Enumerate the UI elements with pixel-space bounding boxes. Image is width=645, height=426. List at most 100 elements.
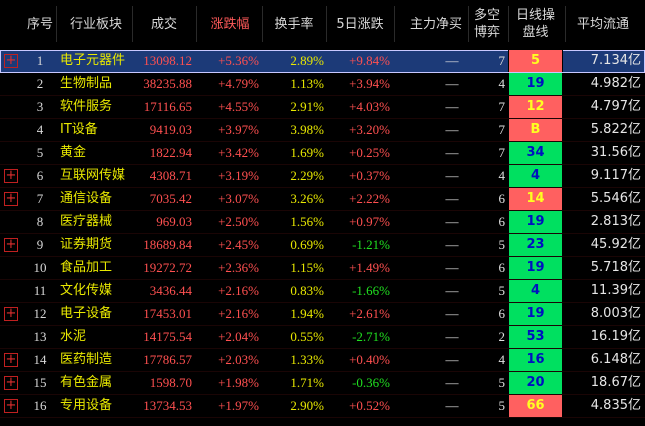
table-cell: — bbox=[445, 283, 459, 298]
header-separator bbox=[132, 6, 133, 42]
table-row: 13 水泥 14175.54 +2.04% 0.55% -2.71% — 2 53 16.19亿 bbox=[0, 326, 645, 349]
table-cell: 软件服务 bbox=[60, 99, 113, 114]
column-header: 成交 bbox=[150, 16, 177, 32]
table-cell: -1.66% bbox=[352, 283, 390, 298]
table-row: +9 证券期货 18689.84 +2.45% 0.69% -1.21% — 5 23 45.92… bbox=[0, 234, 645, 257]
signal-box: 19 bbox=[508, 211, 563, 233]
table-cell: 7 bbox=[36, 191, 44, 206]
column-header: 涨跌幅 bbox=[210, 16, 250, 32]
expand-icon[interactable]: + bbox=[4, 375, 18, 390]
table-cell: 14175.54 bbox=[143, 329, 192, 344]
table-cell: 4 bbox=[498, 352, 506, 367]
table-cell: 18.67亿 bbox=[590, 375, 641, 390]
table-cell: 4.982亿 bbox=[590, 76, 641, 91]
table-cell: 12 bbox=[33, 306, 47, 321]
table-cell: 17453.01 bbox=[143, 306, 192, 321]
table-cell: +3.19% bbox=[218, 168, 259, 183]
signal-box: 66 bbox=[508, 395, 563, 417]
table-cell: 0.55% bbox=[290, 329, 324, 344]
signal-box: 4 bbox=[508, 165, 563, 187]
column-header: 多空 博弈 bbox=[473, 8, 500, 40]
table-cell: 互联网传媒 bbox=[60, 168, 126, 183]
table-cell: +2.61% bbox=[349, 306, 390, 321]
table-cell: 6 bbox=[498, 191, 506, 206]
table-cell: IT设备 bbox=[60, 122, 98, 137]
header-separator bbox=[508, 6, 509, 42]
table-cell: +2.16% bbox=[218, 283, 259, 298]
signal-box: 23 bbox=[508, 234, 563, 256]
expand-icon[interactable]: + bbox=[4, 191, 18, 206]
table-cell: — bbox=[445, 398, 459, 413]
table-cell: 1.71% bbox=[290, 375, 324, 390]
table-cell: 11.39亿 bbox=[590, 283, 641, 298]
table-cell: 31.56亿 bbox=[590, 145, 641, 160]
table-cell: 1.33% bbox=[290, 352, 324, 367]
table-cell: 2.91% bbox=[290, 99, 324, 114]
table-row: 11 文化传媒 3436.44 +2.16% 0.83% -1.66% — 5 4 11.39亿 bbox=[0, 280, 645, 303]
table-cell: +3.42% bbox=[218, 145, 259, 160]
table-cell: +3.07% bbox=[218, 191, 259, 206]
table-cell: 9 bbox=[36, 237, 44, 252]
table-cell: 4 bbox=[36, 122, 44, 137]
table-row: +14 医药制造 17786.57 +2.03% 1.33% +0.40% — 4 16 6.14… bbox=[0, 349, 645, 372]
signal-box: 12 bbox=[508, 96, 563, 118]
expand-icon[interactable]: + bbox=[4, 398, 18, 413]
table-cell: 7.134亿 bbox=[590, 53, 641, 68]
table-cell: +2.36% bbox=[218, 260, 259, 275]
table-cell: 10 bbox=[33, 260, 47, 275]
header-separator bbox=[56, 6, 57, 42]
table-cell: 通信设备 bbox=[60, 191, 113, 206]
table-cell: 2.813亿 bbox=[590, 214, 641, 229]
table-cell: +2.50% bbox=[218, 214, 259, 229]
table-cell: +3.97% bbox=[218, 122, 259, 137]
signal-box: 53 bbox=[508, 326, 563, 348]
header-separator bbox=[196, 6, 197, 42]
expand-icon[interactable]: + bbox=[4, 306, 18, 321]
table-cell: +0.37% bbox=[349, 168, 390, 183]
signal-box: 5 bbox=[508, 50, 563, 72]
table-cell: 7 bbox=[498, 53, 506, 68]
expand-icon[interactable]: + bbox=[4, 168, 18, 183]
table-cell: 5 bbox=[498, 237, 506, 252]
table-cell: 2 bbox=[36, 76, 44, 91]
table-cell: +3.94% bbox=[349, 76, 390, 91]
table-cell: 证券期货 bbox=[60, 237, 113, 252]
table-cell: 1 bbox=[36, 53, 44, 68]
table-cell: 5 bbox=[36, 145, 44, 160]
table-cell: +4.79% bbox=[218, 76, 259, 91]
header-separator bbox=[326, 6, 327, 42]
signal-box: 19 bbox=[508, 73, 563, 95]
table-row: 10 食品加工 19272.72 +2.36% 1.15% +1.49% — 6 19 5.718… bbox=[0, 257, 645, 280]
table-cell: +2.03% bbox=[218, 352, 259, 367]
table-cell: 8 bbox=[36, 214, 44, 229]
table-cell: 3 bbox=[36, 99, 44, 114]
header-separator bbox=[262, 6, 263, 42]
table-cell: 13098.12 bbox=[143, 53, 192, 68]
table-cell: 1598.70 bbox=[149, 375, 192, 390]
table-cell: 4.797亿 bbox=[590, 99, 641, 114]
table-cell: +0.40% bbox=[349, 352, 390, 367]
table-row: +1 电子元器件 13098.12 +5.36% 2.89% +9.84% — 7 5 7.134… bbox=[0, 50, 645, 73]
table-cell: — bbox=[445, 237, 459, 252]
table-cell: 1.15% bbox=[290, 260, 324, 275]
table-cell: -0.36% bbox=[352, 375, 390, 390]
signal-box: 34 bbox=[508, 142, 563, 164]
table-row: 5 黄金 1822.94 +3.42% 1.69% +0.25% — 7 34 31.56亿 bbox=[0, 142, 645, 165]
expand-icon[interactable]: + bbox=[4, 352, 18, 367]
table-cell: +5.36% bbox=[218, 53, 259, 68]
table-cell: +3.20% bbox=[349, 122, 390, 137]
table-cell: — bbox=[445, 168, 459, 183]
table-cell: 6 bbox=[36, 168, 44, 183]
table-cell: +4.55% bbox=[218, 99, 259, 114]
expand-icon[interactable]: + bbox=[4, 237, 18, 252]
expand-icon[interactable]: + bbox=[4, 53, 18, 68]
table-cell: 19272.72 bbox=[143, 260, 192, 275]
table-cell: 医药制造 bbox=[60, 352, 113, 367]
table-cell: 5 bbox=[498, 375, 506, 390]
signal-box: 4 bbox=[508, 280, 563, 302]
table-cell: 1.94% bbox=[290, 306, 324, 321]
table-cell: +2.16% bbox=[218, 306, 259, 321]
table-cell: — bbox=[445, 352, 459, 367]
table-cell: 2.29% bbox=[290, 168, 324, 183]
